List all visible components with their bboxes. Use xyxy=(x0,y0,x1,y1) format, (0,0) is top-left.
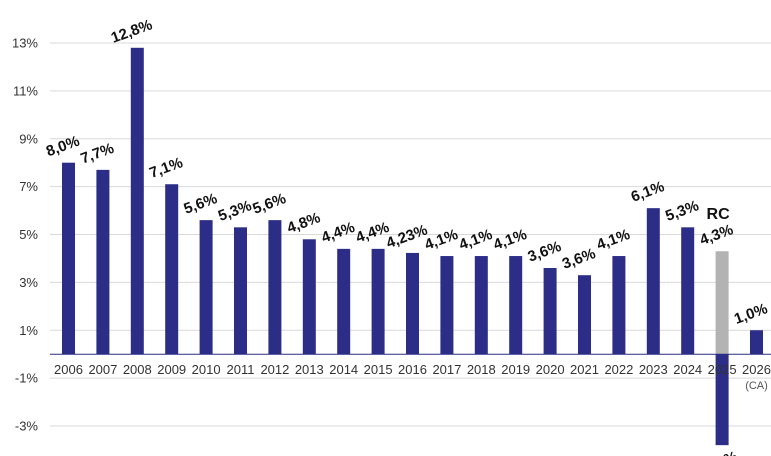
x-tick-label: 2019 xyxy=(501,362,530,377)
x-tick-label: 2011 xyxy=(227,362,255,377)
bar-2011 xyxy=(234,227,247,355)
data-label-2025-negative: -3,8% xyxy=(697,448,740,456)
bar-2008 xyxy=(130,47,144,355)
bar-2015 xyxy=(371,248,385,355)
x-tick-label: 2009 xyxy=(157,362,186,377)
data-label-2011: 5,3% xyxy=(216,197,254,225)
data-label-2009: 7,1% xyxy=(147,154,185,182)
x-tick-label: 2020 xyxy=(536,362,565,377)
x-axis-ticks: 2006 2007 2008 2009 2010 2011 2012 2013 2014 2015… xyxy=(54,362,771,392)
data-label-2021: 3,6% xyxy=(560,245,598,273)
x-tick-label: 2006 xyxy=(54,362,83,377)
data-label-2014: 4,4% xyxy=(319,219,357,247)
x-tick-label: 2023 xyxy=(639,362,668,377)
y-tick-label: 7% xyxy=(19,179,38,194)
bar-2025-negative xyxy=(715,354,729,446)
x-tick-label: 2026 xyxy=(742,362,771,377)
bar-2020 xyxy=(543,268,557,355)
bar-2016 xyxy=(406,252,419,355)
data-labels: 8,0%7,7%12,8%7,1%5,6%5,3%5,6%4,8%4,4%4,4… xyxy=(44,16,770,456)
y-axis-ticks: -3% -1% 1% 3% 5% 7% 9% 11% 13% xyxy=(12,36,38,434)
bar-2022 xyxy=(612,256,626,355)
data-label-2019: 4,1% xyxy=(491,226,529,254)
x-tick-label: 2021 xyxy=(570,362,599,377)
x-tick-label: 2024 xyxy=(673,362,702,377)
bar-2024 xyxy=(681,227,695,355)
y-tick-label: 5% xyxy=(19,227,38,242)
data-label-2024: 5,3% xyxy=(663,197,701,225)
y-tick-label: -1% xyxy=(15,371,39,386)
data-label-2012: 5,6% xyxy=(250,190,288,218)
x-tick-label: 2008 xyxy=(123,362,152,377)
data-label-2007: 7,7% xyxy=(78,140,116,168)
y-tick-label: 13% xyxy=(12,36,38,51)
y-tick-label: 3% xyxy=(19,275,38,290)
bar-2019 xyxy=(509,256,523,355)
x-tick-label: 2015 xyxy=(364,362,393,377)
bar-2021 xyxy=(578,275,591,355)
bar-2013 xyxy=(302,239,316,355)
x-tick-label: 2007 xyxy=(88,362,117,377)
bar-2007 xyxy=(96,169,110,355)
bar-2014 xyxy=(337,248,351,355)
data-label-2022: 4,1% xyxy=(594,226,632,254)
data-label-2013: 4,8% xyxy=(285,209,323,237)
y-tick-label: 11% xyxy=(13,83,38,98)
bar-2018 xyxy=(474,256,488,355)
y-tick-label: -3% xyxy=(15,419,39,434)
bar-2025 xyxy=(715,251,729,355)
bars xyxy=(62,47,763,446)
x-tick-label: 2017 xyxy=(432,362,461,377)
bar-2026 xyxy=(750,330,763,355)
data-label-2018: 4,1% xyxy=(457,226,495,254)
bar-2017 xyxy=(440,256,454,355)
data-label-2020: 3,6% xyxy=(526,238,564,266)
x-tick-label: 2016 xyxy=(398,362,427,377)
x-tick-label: 2010 xyxy=(192,362,221,377)
x-tick-label: 2013 xyxy=(295,362,324,377)
data-label-2023: 6,1% xyxy=(629,178,667,206)
x-tick-label: 2025 xyxy=(708,362,737,377)
data-label-2006: 8,0% xyxy=(44,133,82,161)
data-label-2008: 12,8% xyxy=(109,16,155,47)
y-tick-label: 9% xyxy=(19,131,38,146)
bar-2010 xyxy=(199,220,213,355)
bar-2012 xyxy=(268,220,282,355)
data-label-2025: 4,3% xyxy=(698,221,736,249)
data-label-2010: 5,6% xyxy=(182,190,220,218)
y-tick-label: 1% xyxy=(19,323,38,338)
data-label-2017: 4,1% xyxy=(422,226,460,254)
bar-2009 xyxy=(165,184,179,355)
data-label-2026: 1,0% xyxy=(732,300,770,328)
annotation-rc: RC xyxy=(707,206,731,223)
bar-2023 xyxy=(646,208,660,355)
x-tick-label: 2018 xyxy=(467,362,496,377)
x-tick-label: 2014 xyxy=(329,362,358,377)
x-tick-label: 2022 xyxy=(604,362,633,377)
x-tick-label: 2012 xyxy=(260,362,289,377)
bar-2006 xyxy=(62,162,75,355)
x-tick-sublabel: (CA) xyxy=(745,380,768,392)
